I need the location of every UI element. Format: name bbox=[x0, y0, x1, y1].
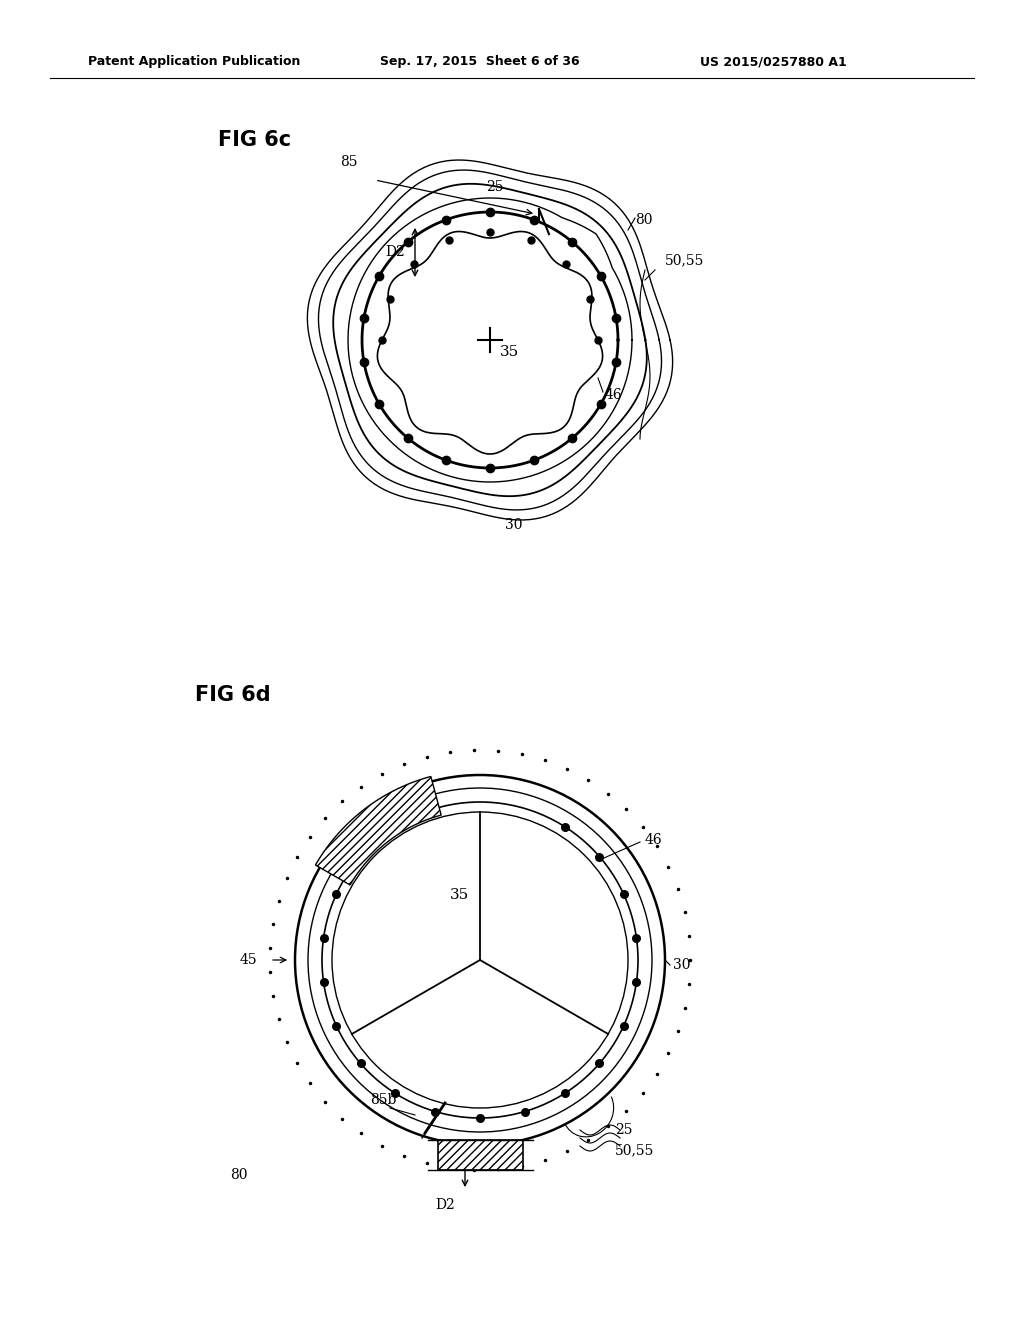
Text: FIG 6d: FIG 6d bbox=[195, 685, 270, 705]
Circle shape bbox=[332, 812, 628, 1107]
Text: 25: 25 bbox=[486, 180, 504, 194]
Text: D2: D2 bbox=[435, 1199, 455, 1212]
Text: 35: 35 bbox=[450, 888, 469, 902]
Text: FIG 6c: FIG 6c bbox=[218, 129, 291, 150]
Text: 80: 80 bbox=[230, 1168, 248, 1181]
Text: 85: 85 bbox=[340, 154, 357, 169]
Text: 50,55: 50,55 bbox=[615, 1143, 654, 1158]
Text: 50,55: 50,55 bbox=[665, 253, 705, 267]
Polygon shape bbox=[315, 776, 441, 884]
Text: 25: 25 bbox=[615, 1123, 633, 1137]
Text: 35: 35 bbox=[500, 345, 519, 359]
Text: 30: 30 bbox=[673, 958, 690, 972]
Text: 46: 46 bbox=[605, 388, 623, 403]
Text: 80: 80 bbox=[635, 213, 652, 227]
Text: US 2015/0257880 A1: US 2015/0257880 A1 bbox=[700, 55, 847, 69]
Text: Patent Application Publication: Patent Application Publication bbox=[88, 55, 300, 69]
Text: Sep. 17, 2015  Sheet 6 of 36: Sep. 17, 2015 Sheet 6 of 36 bbox=[380, 55, 580, 69]
Text: 85b: 85b bbox=[370, 1093, 396, 1107]
Text: 46: 46 bbox=[645, 833, 663, 847]
Bar bbox=[437, 1140, 522, 1170]
Text: 30: 30 bbox=[505, 517, 522, 532]
Text: 45: 45 bbox=[240, 953, 258, 968]
Text: D2: D2 bbox=[385, 246, 404, 260]
